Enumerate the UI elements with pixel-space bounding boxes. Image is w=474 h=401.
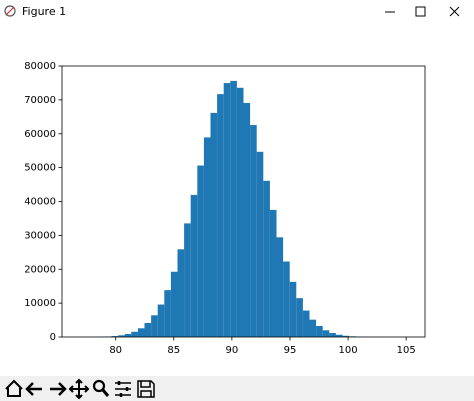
bar [124,333,132,337]
bar [131,331,138,337]
bar [177,249,185,337]
bar [283,261,290,337]
y-tick-label: 40000 [24,197,56,208]
x-tick-label: 90 [226,345,239,356]
bar [236,87,244,338]
forward-button[interactable] [50,382,67,396]
close-button[interactable] [449,6,460,17]
window-title: Figure 1 [22,5,66,18]
x-tick-label: 85 [167,345,180,356]
bar [170,271,178,337]
zoom-button[interactable] [92,379,106,393]
bar [342,335,350,337]
bar [276,237,284,337]
y-tick-label: 20000 [24,264,56,275]
y-tick-label: 50000 [24,163,56,174]
bar [256,151,264,337]
bar [335,334,343,337]
bar [263,180,270,337]
configure-sliders [117,381,129,397]
save-button[interactable] [137,380,155,398]
bar [210,112,218,338]
title-bar: Figure 1 [4,5,460,18]
bar [223,83,231,337]
bar [316,326,323,337]
app-icon [4,5,16,17]
y-tick-label: 80000 [24,61,56,72]
app-icon-stroke [5,6,15,16]
bar [118,335,125,337]
bar [190,194,198,337]
bar [289,281,297,337]
configure-button[interactable] [115,382,131,396]
bar [111,336,119,337]
pan-button[interactable] [68,378,90,400]
zoom-handle [101,389,110,397]
y-tick-label: 60000 [24,129,56,140]
bar [329,333,336,337]
bar [203,137,211,337]
bar [230,80,237,337]
back-button[interactable] [25,382,42,396]
bar [137,328,145,337]
x-tick-label: 100 [339,345,358,356]
toolbar [0,376,474,401]
bar [157,304,165,337]
x-tick-label: 80 [109,345,122,356]
bar [217,94,224,338]
bar [302,310,310,337]
bar [322,330,330,337]
bar [269,209,277,337]
y-tick-label: 30000 [24,230,56,241]
bar [184,223,191,337]
x-tick-label: 95 [284,345,297,356]
bar [296,298,303,337]
home-button[interactable] [5,379,23,397]
bar [250,125,257,337]
bar [144,323,152,337]
bar [243,103,251,337]
y-tick-label: 10000 [24,298,56,309]
y-tick-label: 0 [50,332,56,343]
maximize-button[interactable] [415,6,426,17]
bar [197,165,204,337]
bar [164,290,171,337]
bar [309,319,317,337]
x-tick-label: 105 [397,345,416,356]
plot: 80 85 90 95 100 105 0 10000 20000 30000 40000 50000… [24,61,426,356]
bar [151,315,158,337]
y-tick-label: 70000 [24,95,56,106]
